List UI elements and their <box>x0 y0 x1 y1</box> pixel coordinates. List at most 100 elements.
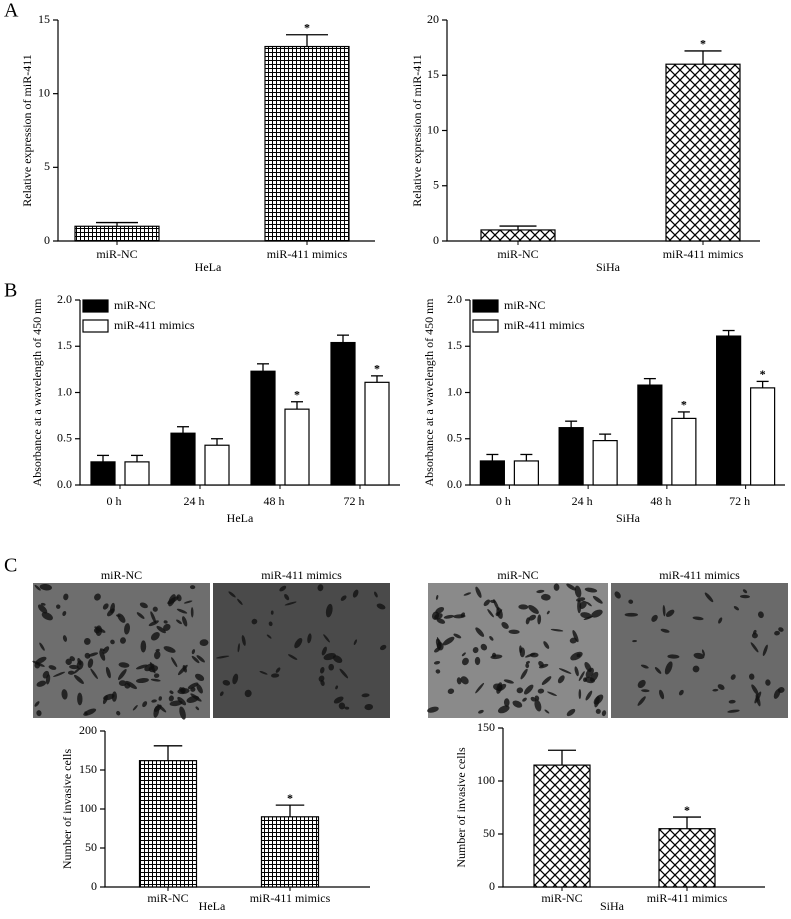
bar <box>750 387 776 486</box>
cell <box>150 632 160 641</box>
cell <box>199 639 209 647</box>
cell <box>585 601 592 607</box>
bar <box>658 828 716 888</box>
bar <box>124 461 150 486</box>
cell <box>364 703 374 711</box>
cell <box>460 612 466 618</box>
legend-label: miR-411 mimics <box>114 318 195 332</box>
cell <box>595 708 601 714</box>
cell <box>585 690 593 701</box>
cell <box>132 705 138 711</box>
cell <box>578 688 582 700</box>
cell <box>156 625 166 634</box>
cell <box>538 663 549 669</box>
cell <box>56 604 61 609</box>
y-tick-label: 100 <box>477 773 495 787</box>
cell <box>712 688 719 692</box>
cell <box>135 664 148 670</box>
x-axis-label: SiHa <box>600 899 625 913</box>
bar <box>260 816 320 888</box>
cell <box>361 693 370 698</box>
cell <box>614 591 621 599</box>
cell <box>48 665 57 670</box>
cell <box>512 700 523 708</box>
x-axis-label: SiHa <box>616 511 641 525</box>
cell <box>93 628 100 634</box>
legend-label: miR-411 mimics <box>504 318 585 332</box>
cell <box>352 589 359 598</box>
cell <box>566 583 577 591</box>
cell <box>748 673 755 680</box>
cell <box>520 668 528 680</box>
y-tick-label: 100 <box>79 801 97 815</box>
cell <box>727 709 740 713</box>
cell <box>36 680 47 687</box>
cell <box>183 600 193 604</box>
cell <box>566 708 576 717</box>
x-tick-label: 0 h <box>496 494 511 508</box>
cell <box>179 706 186 720</box>
cell <box>463 592 472 596</box>
cell <box>62 611 67 616</box>
cell <box>140 640 147 653</box>
significance-label: * <box>681 398 687 412</box>
cell <box>117 613 126 623</box>
cell <box>167 596 179 605</box>
cell <box>503 679 514 684</box>
x-tick-label: 72 h <box>729 494 750 508</box>
cell <box>541 676 552 685</box>
cell <box>222 679 231 686</box>
cell <box>190 693 202 702</box>
cell <box>339 668 349 679</box>
cell <box>338 702 346 710</box>
y-tick-label: 2.0 <box>447 292 462 306</box>
cell <box>525 663 530 669</box>
cell <box>508 629 520 635</box>
cell <box>90 668 98 680</box>
cell <box>124 682 131 689</box>
cell <box>110 639 115 645</box>
cell <box>519 647 525 658</box>
cell <box>176 608 188 614</box>
cell <box>105 666 111 679</box>
cell <box>704 592 714 603</box>
cell <box>435 606 445 614</box>
panel-label: A <box>4 0 19 22</box>
cell <box>632 640 637 643</box>
cell <box>584 587 598 593</box>
significance-label: * <box>684 803 690 817</box>
bar <box>637 384 663 486</box>
bar <box>513 460 539 486</box>
cell <box>591 609 603 618</box>
x-tick-label: miR-NC <box>497 247 538 261</box>
cell <box>557 675 565 684</box>
cell <box>543 641 550 649</box>
y-tick-label: 15 <box>427 67 439 81</box>
y-axis-label: Number of invasive cells <box>454 747 468 868</box>
cell <box>194 673 205 681</box>
cell <box>546 610 550 615</box>
cell <box>40 602 46 606</box>
bar <box>74 225 160 242</box>
cell <box>534 699 542 712</box>
cell <box>778 627 784 632</box>
cell <box>641 689 650 693</box>
cell <box>640 664 649 669</box>
cell <box>34 701 40 707</box>
cell <box>320 666 325 674</box>
cell <box>151 699 157 703</box>
cell <box>111 691 117 702</box>
panel-label: C <box>4 555 17 577</box>
cell <box>553 583 560 591</box>
cell <box>497 705 510 714</box>
y-tick-label: 200 <box>79 723 97 737</box>
cell <box>483 599 491 607</box>
cell <box>489 635 494 641</box>
cell <box>751 684 759 695</box>
micrograph <box>213 583 390 718</box>
cell <box>374 591 378 598</box>
cell <box>196 655 205 663</box>
significance-label: * <box>294 388 300 402</box>
significance-label: * <box>304 20 310 34</box>
cell <box>475 586 482 598</box>
